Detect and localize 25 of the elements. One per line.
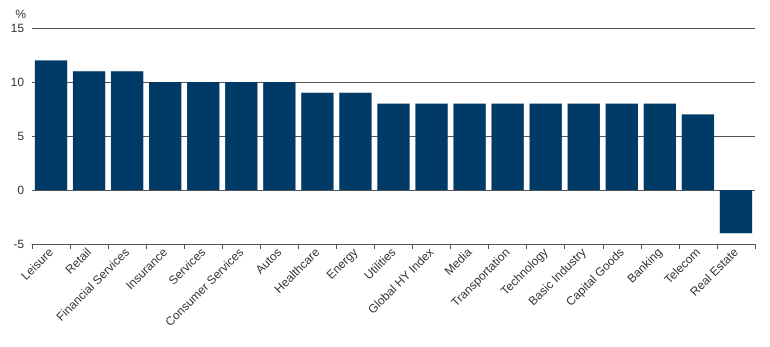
y-tick-label: 15 (10, 21, 24, 35)
bar (453, 104, 486, 190)
bar (720, 190, 752, 234)
bar (301, 92, 334, 190)
bar (530, 104, 562, 190)
bar (415, 104, 448, 190)
bar (568, 104, 600, 190)
y-tick-label: 10 (10, 75, 24, 89)
bar (263, 82, 296, 190)
bar (110, 71, 144, 190)
y-axis-title: % (15, 7, 26, 21)
bar (149, 82, 182, 190)
bar (187, 82, 220, 190)
y-tick-label: -5 (13, 237, 24, 251)
bar (34, 60, 68, 190)
bar (225, 82, 258, 190)
y-tick-label: 0 (17, 183, 24, 197)
bar (377, 104, 410, 190)
y-tick-label: 5 (17, 129, 24, 143)
bar (644, 104, 676, 190)
bar (72, 71, 106, 190)
bar (682, 114, 714, 190)
bar (339, 92, 372, 190)
bar (491, 104, 524, 190)
bar (606, 104, 638, 190)
